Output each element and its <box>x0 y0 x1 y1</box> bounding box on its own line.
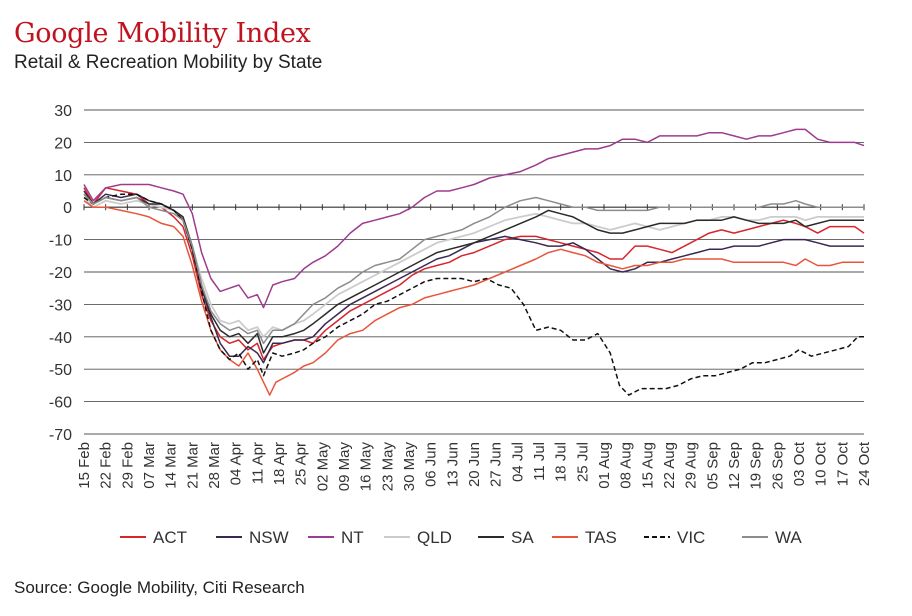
x-tick-label: 07 Mar <box>141 442 158 489</box>
x-tick-label: 14 Mar <box>163 442 180 489</box>
x-tick-label: 12 Sep <box>726 442 743 490</box>
series-lines <box>83 128 865 396</box>
x-tick-label: 06 Jun <box>423 442 440 487</box>
x-tick-label: 21 Mar <box>184 442 201 489</box>
series-line-nsw <box>83 193 864 364</box>
x-tick-label: 26 Sep <box>769 442 786 490</box>
x-tick-label: 29 Feb <box>119 442 136 489</box>
x-tick-label: 11 Apr <box>249 442 266 484</box>
chart-title: Google Mobility Index <box>14 18 311 49</box>
x-tick-label: 27 Jun <box>488 442 505 487</box>
legend: ACT NSW NT QLD SA TAS VIC WA <box>120 528 802 547</box>
legend-label-sa: SA <box>511 528 534 547</box>
x-tick-label: 19 Sep <box>748 442 765 490</box>
x-tick-label: 20 Jun <box>466 442 483 487</box>
y-axis-ticks: 30 20 10 0 -10 -20 -30 -40 -50 -60 -70 <box>49 103 72 444</box>
x-tick-label: 29 Aug <box>683 442 700 489</box>
x-tick-label: 01 Aug <box>596 442 613 489</box>
legend-label-tas: TAS <box>585 528 617 547</box>
x-tick-label: 03 Oct <box>791 441 808 486</box>
series-line-wa <box>83 193 864 345</box>
source-note: Source: Google Mobility, Citi Research <box>14 578 305 597</box>
x-tick-label: 10 Oct <box>813 441 830 486</box>
legend-label-vic: VIC <box>677 528 705 547</box>
x-tick-label: 23 May <box>379 442 396 492</box>
x-tick-label: 05 Sep <box>704 442 721 490</box>
legend-label-qld: QLD <box>417 528 452 547</box>
x-tick-label: 25 Jul <box>574 442 591 482</box>
series-line-act <box>83 187 865 361</box>
y-tick-label: -10 <box>49 233 72 250</box>
series-line-nt <box>83 128 865 309</box>
x-tick-label: 11 Jul <box>531 442 548 481</box>
legend-label-act: ACT <box>153 528 187 547</box>
x-tick-label: 22 Aug <box>661 442 678 489</box>
y-tick-label: 0 <box>63 200 72 217</box>
y-tick-label: 10 <box>54 168 72 185</box>
legend-label-wa: WA <box>775 528 802 547</box>
series-line-vic <box>83 193 864 396</box>
y-tick-label: -30 <box>49 297 72 314</box>
y-tick-label: -70 <box>49 427 72 444</box>
x-tick-label: 18 Jul <box>553 442 570 482</box>
x-tick-label: 09 May <box>336 442 353 492</box>
x-tick-label: 28 Mar <box>206 442 223 489</box>
x-tick-label: 02 May <box>314 442 331 492</box>
legend-label-nsw: NSW <box>249 528 289 547</box>
x-tick-label: 15 Feb <box>76 442 93 489</box>
x-tick-label: 04 Apr <box>228 442 245 485</box>
series-line-qld <box>83 196 864 338</box>
x-tick-label: 16 May <box>358 442 375 492</box>
x-tick-label: 24 Oct <box>856 441 873 486</box>
legend-label-nt: NT <box>341 528 364 547</box>
x-tick-label: 30 May <box>401 442 418 492</box>
x-tick-label: 04 Jul <box>509 442 526 482</box>
x-tick-label: 13 Jun <box>444 442 461 487</box>
x-tick-label: 08 Aug <box>618 442 635 489</box>
y-tick-label: -60 <box>49 395 72 412</box>
y-tick-label: -50 <box>49 362 72 379</box>
x-axis-ticks: 15 Feb 22 Feb 29 Feb 07 Mar 14 Mar 21 Mar 28 M… <box>76 204 873 491</box>
x-tick-label: 17 Oct <box>834 441 851 486</box>
x-tick-label: 25 Apr <box>293 442 310 485</box>
x-tick-label: 15 Aug <box>639 442 656 489</box>
y-tick-label: 30 <box>54 103 72 120</box>
y-tick-label: 20 <box>54 135 72 152</box>
y-tick-label: -20 <box>49 265 72 282</box>
y-tick-label: -40 <box>49 330 72 347</box>
x-tick-label: 22 Feb <box>98 442 115 489</box>
gridlines <box>84 109 864 435</box>
chart-subtitle: Retail & Recreation Mobility by State <box>14 52 323 73</box>
x-tick-label: 18 Apr <box>271 442 288 485</box>
series-line-sa <box>83 190 864 354</box>
